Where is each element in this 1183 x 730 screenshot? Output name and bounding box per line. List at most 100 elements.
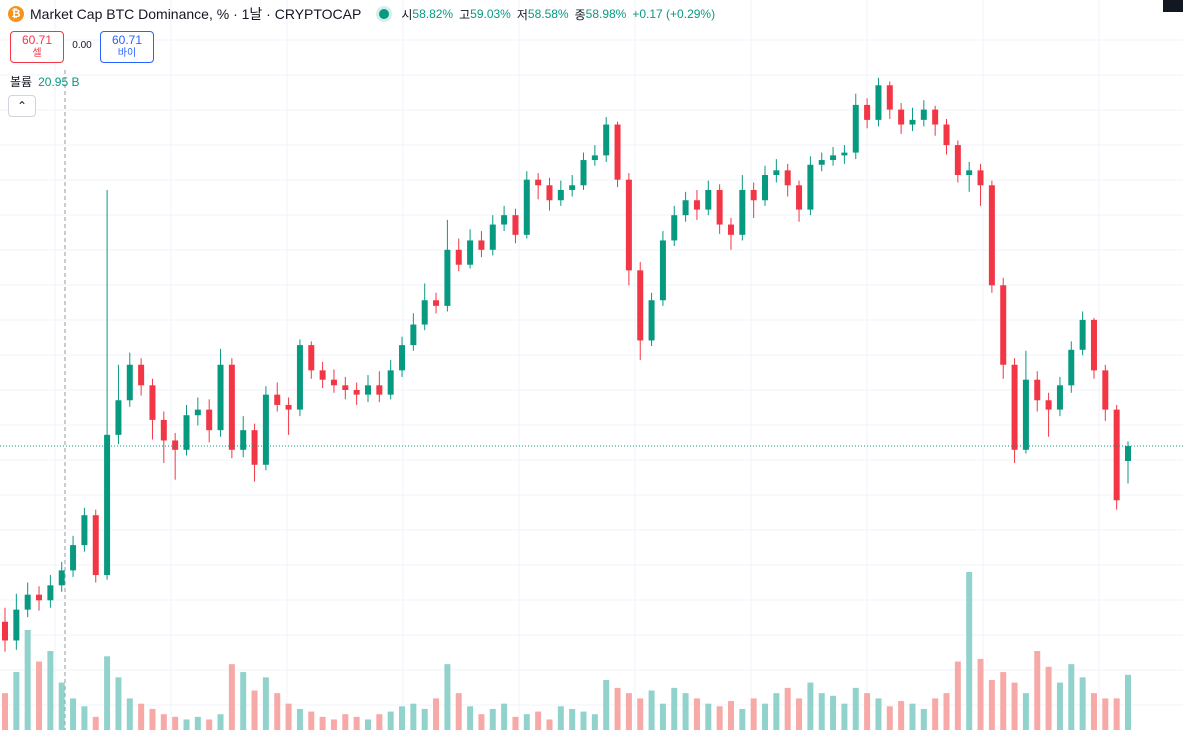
volume-bar (659, 703, 666, 730)
buy-price: 60.71 (111, 33, 143, 47)
collapse-button[interactable]: ⌃ (8, 95, 36, 117)
volume-label: 볼륨 (10, 75, 33, 89)
volume-bar (444, 664, 451, 730)
volume-bar (1090, 693, 1097, 730)
volume-bar (886, 706, 893, 730)
candle-body (274, 394, 281, 405)
volume-bar (569, 708, 576, 730)
volume-bar (739, 708, 746, 730)
candle-body (988, 185, 995, 286)
candle-body (308, 345, 315, 371)
volume-bar (296, 708, 303, 730)
volume-bar (138, 703, 145, 730)
candle-body (58, 570, 65, 586)
volume-bar (478, 714, 485, 730)
volume-bar (852, 687, 859, 730)
candle-body (444, 249, 451, 306)
corner-icon[interactable] (1163, 0, 1183, 12)
candle-body (376, 385, 383, 395)
candle-body (512, 215, 519, 235)
volume-bar (943, 693, 950, 730)
candle-body (671, 215, 678, 241)
symbol-title[interactable]: Market Cap BTC Dominance, % · 1날 · CRYPT… (30, 6, 362, 22)
volume-bar (1102, 698, 1109, 730)
candle-body (251, 430, 258, 465)
candle-body (818, 160, 825, 165)
volume-bar (70, 698, 77, 730)
candle-body (807, 164, 814, 210)
candle-body (682, 200, 689, 216)
volume-bar (727, 701, 734, 730)
volume-bar (387, 711, 394, 730)
candle-body (557, 189, 564, 201)
volume-bar (1068, 664, 1075, 730)
volume-bar (762, 703, 769, 730)
buy-button[interactable]: 60.71 바이 (100, 31, 154, 63)
ohlc-value: 58.58% (527, 7, 569, 21)
volume-bar (682, 693, 689, 730)
volume-bar (932, 698, 939, 730)
volume-bar (807, 682, 814, 730)
candle-body (943, 124, 950, 146)
volume-bar (342, 714, 349, 730)
volume-bar (47, 651, 54, 730)
ohlc-key: 저 (516, 7, 528, 22)
candle-body (126, 364, 133, 401)
candle-body (330, 379, 337, 386)
candle-body (353, 389, 360, 395)
volume-bar (546, 719, 553, 730)
candle-body (217, 364, 224, 431)
ohlc-value: 59.03% (470, 7, 511, 21)
volume-bar (875, 698, 882, 730)
volume-bar (13, 672, 20, 730)
volume-bar (81, 706, 88, 730)
volume-bar (920, 708, 927, 730)
volume-bar (58, 682, 65, 730)
candle-body (206, 409, 213, 431)
buy-label: 바이 (117, 48, 137, 59)
volume-bar (750, 698, 757, 730)
volume-bar (172, 716, 179, 730)
volume-bar (1125, 674, 1131, 730)
volume-bar (1000, 672, 1007, 730)
header: ₿ Market Cap BTC Dominance, % · 1날 · CRY… (8, 4, 715, 24)
volume-bar (864, 693, 871, 730)
candle-body (1090, 319, 1097, 371)
candle-body (875, 85, 882, 120)
candle-body (262, 394, 269, 465)
volume-bar (467, 706, 474, 730)
volume-bar (399, 706, 406, 730)
candle-body (1113, 409, 1120, 501)
candle-body (1034, 379, 1041, 401)
volume-bar (784, 687, 791, 730)
volume-bar (228, 664, 235, 730)
volume-value: 20.95 B (38, 75, 80, 89)
sell-button[interactable]: 60.71 셀 (10, 31, 64, 63)
volume-bar (580, 711, 587, 730)
volume-bar (364, 719, 371, 730)
candle-body (92, 515, 99, 576)
volume-bar (512, 716, 519, 730)
candle-body (920, 109, 927, 120)
ohlc-value: 58.82% (412, 7, 454, 21)
volume-bar (262, 677, 269, 730)
candle-body (183, 415, 190, 450)
candle-body (841, 152, 848, 156)
volume-bar (773, 693, 780, 730)
candle-body (47, 585, 54, 601)
volume-bar (206, 719, 213, 730)
candle-body (478, 240, 485, 250)
candle-body (194, 409, 201, 416)
volume-bar (489, 708, 496, 730)
ohlc-key: 고 (459, 7, 471, 22)
candle-body (750, 189, 757, 201)
spread: 0.00 (72, 40, 92, 51)
candle-body (535, 179, 542, 186)
candle-body (13, 609, 20, 641)
candle-body (784, 170, 791, 186)
candle-body (1045, 400, 1052, 410)
candle-body (705, 189, 712, 210)
volume-bar (1034, 651, 1041, 730)
volume-bar (160, 714, 167, 730)
volume-bar (898, 701, 905, 730)
